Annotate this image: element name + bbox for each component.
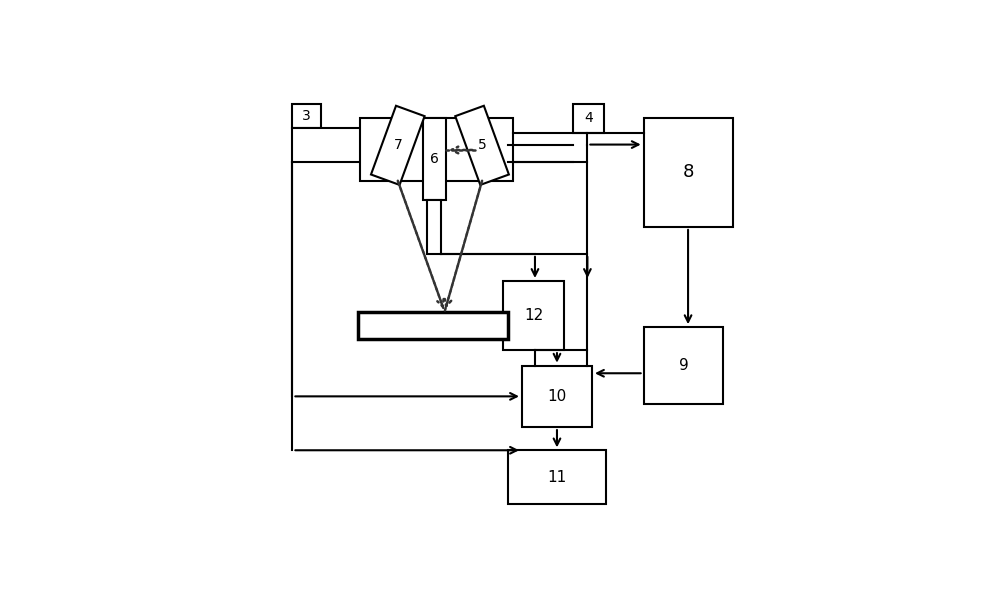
Polygon shape	[455, 106, 509, 185]
Bar	[644, 117, 733, 227]
Bar	[573, 104, 604, 133]
Text: 5: 5	[478, 139, 486, 153]
Bar	[292, 128, 508, 162]
Bar	[427, 200, 441, 254]
Text: 3: 3	[302, 109, 311, 123]
Bar	[360, 117, 512, 181]
Bar	[522, 365, 592, 427]
Text: 12: 12	[524, 308, 543, 323]
Polygon shape	[371, 106, 425, 185]
Text: 9: 9	[679, 358, 688, 373]
Text: 11: 11	[547, 470, 567, 485]
Text: 7: 7	[393, 139, 402, 153]
Text: 1: 1	[395, 137, 405, 153]
Bar	[423, 117, 446, 200]
Text: 6: 6	[430, 152, 439, 166]
Bar	[503, 281, 564, 350]
Bar	[292, 104, 321, 128]
Text: 8: 8	[682, 164, 694, 181]
Bar	[358, 312, 508, 339]
Text: 4: 4	[584, 111, 593, 125]
Text: 10: 10	[547, 389, 567, 404]
Bar	[644, 327, 723, 404]
Bar	[508, 451, 606, 504]
